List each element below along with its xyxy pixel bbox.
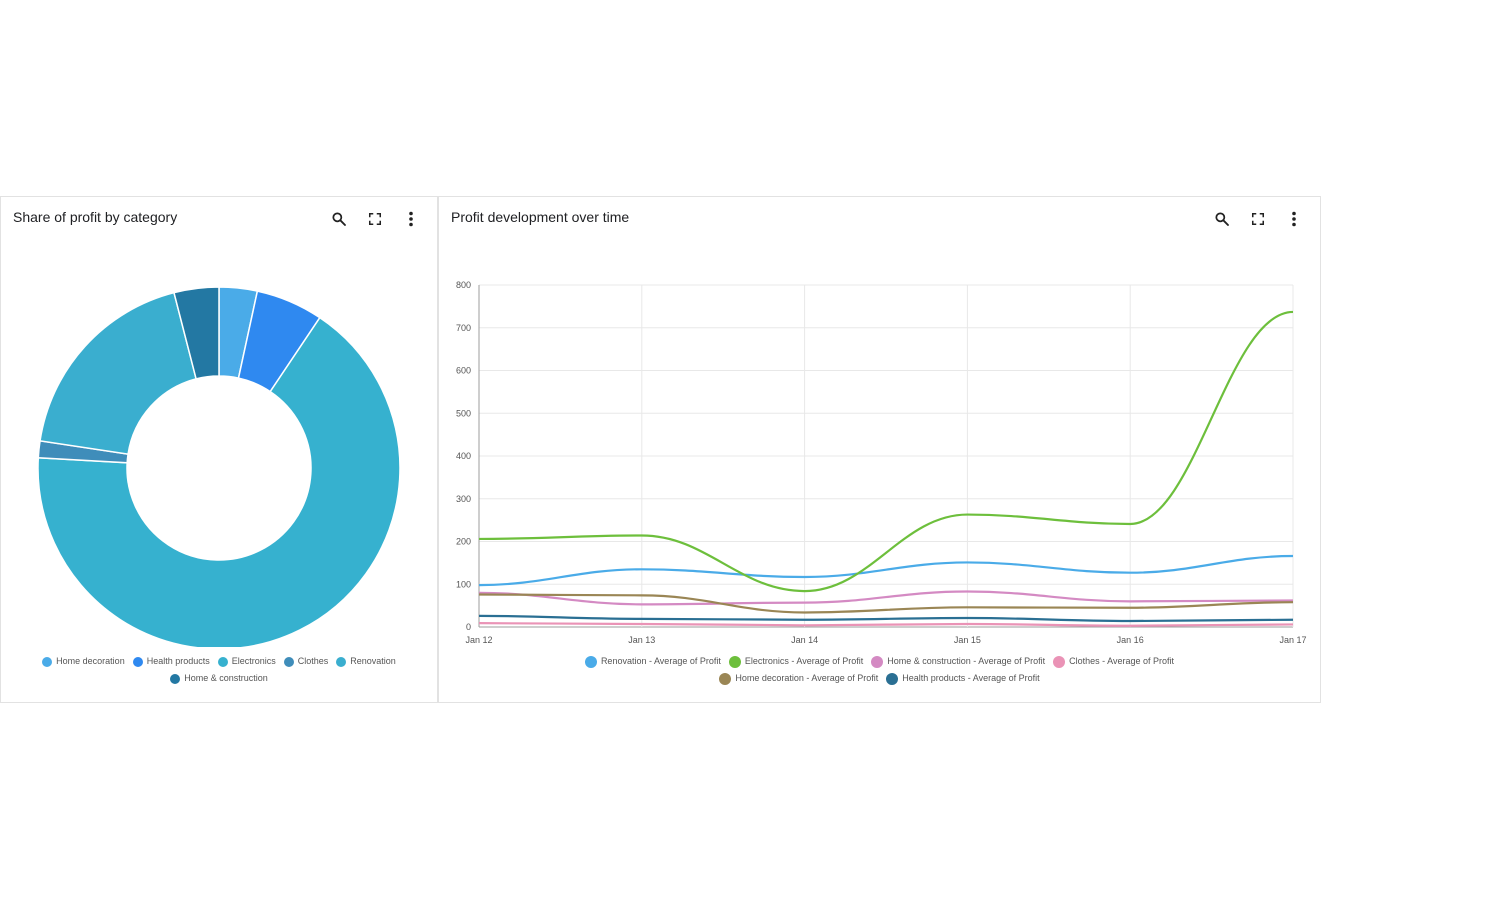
legend-swatch [719,672,732,685]
legend-label: Clothes [297,656,329,666]
more-vert-icon[interactable] [393,209,429,229]
series-line-electronics-average-of-profit[interactable] [478,310,1294,593]
legend-label: Health products - Average of Profit [902,673,1040,683]
legend-label: Home decoration - Average of Profit [735,673,879,683]
line-legend: Renovation - Average of Profit Electronic… [439,653,1320,687]
legend-swatch [132,656,143,667]
pie-panel-toolbar [321,209,429,229]
legend-label: Renovation [350,656,396,666]
legend-swatch [42,656,53,667]
y-tick-label: 400 [456,451,471,461]
legend-label: Electronics [231,656,276,666]
line-chart-title: Profit development over time [451,209,630,225]
legend-item-electronics-average-of-profit[interactable]: Electronics - Average of Profit [728,653,864,670]
legend-label: Renovation - Average of Profit [600,656,721,666]
legend-swatch [886,672,899,685]
legend-swatch [336,656,347,667]
legend-label: Health products [146,656,210,666]
legend-swatch [728,655,741,668]
y-tick-label: 600 [456,366,471,376]
fullscreen-icon[interactable] [357,209,393,229]
fullscreen-icon[interactable] [1240,209,1276,229]
legend-item-home-decoration[interactable]: Home decoration [42,653,125,670]
series-line-home-decoration-average-of-profit[interactable] [478,593,1294,614]
donut-chart [37,286,401,647]
legend-item-electronics[interactable]: Electronics [217,653,276,670]
x-tick-label: Jan 15 [954,635,981,645]
legend-label: Electronics - Average of Profit [744,656,864,666]
search-icon[interactable] [1204,209,1240,229]
y-tick-label: 0 [466,622,471,632]
legend-label: Home decoration [56,656,125,666]
legend-item-home-construction[interactable]: Home & construction [170,670,268,687]
y-tick-label: 300 [456,494,471,504]
x-tick-label: Jan 17 [1279,635,1306,645]
legend-item-clothes[interactable]: Clothes [283,653,329,670]
donut-slice-home-construction[interactable] [173,286,220,380]
line-panel-toolbar [1204,209,1312,229]
legend-swatch [217,656,228,667]
x-tick-label: Jan 14 [791,635,818,645]
pie-chart-title: Share of profit by category [13,209,178,225]
legend-swatch [1053,655,1066,668]
series-line-renovation-average-of-profit[interactable] [478,554,1294,587]
series-line-clothes-average-of-profit[interactable] [478,622,1294,627]
legend-swatch [170,673,181,684]
legend-label: Home & construction - Average of Profit [887,656,1046,666]
donut-slice-renovation[interactable] [39,291,198,456]
legend-label: Clothes - Average of Profit [1069,656,1175,666]
legend-swatch [283,656,294,667]
search-icon[interactable] [321,209,357,229]
legend-label: Home & construction [184,673,268,683]
legend-swatch [871,655,884,668]
series-line-home-construction-average-of-profit[interactable] [478,590,1294,606]
pie-chart-panel: Share of profit by category Home decorat… [0,196,438,703]
y-tick-label: 800 [456,280,471,290]
y-tick-label: 100 [456,579,471,589]
legend-item-renovation[interactable]: Renovation [336,653,396,670]
legend-swatch [584,655,597,668]
series-line-health-products-average-of-profit[interactable] [478,614,1294,623]
legend-item-home-construction-average-of-profit[interactable]: Home & construction - Average of Profit [871,653,1045,670]
x-tick-label: Jan 13 [628,635,655,645]
y-tick-label: 500 [456,408,471,418]
x-tick-label: Jan 16 [1117,635,1144,645]
legend-item-health-products[interactable]: Health products [132,653,210,670]
x-tick-label: Jan 12 [465,635,492,645]
y-tick-label: 200 [456,537,471,547]
legend-item-renovation-average-of-profit[interactable]: Renovation - Average of Profit [584,653,721,670]
line-chart: 0 100 200 300 400 500 600 700 800 Jan 12 Jan 13 Jan… [456,280,1307,645]
legend-item-health-products-average-of-profit[interactable]: Health products - Average of Profit [886,670,1040,687]
legend-item-home-decoration-average-of-profit[interactable]: Home decoration - Average of Profit [719,670,878,687]
legend-item-clothes-average-of-profit[interactable]: Clothes - Average of Profit [1053,653,1174,670]
y-tick-label: 700 [456,323,471,333]
more-vert-icon[interactable] [1276,209,1312,229]
line-chart-panel: Profit development over time 0 100 200 300 4… [438,196,1321,703]
pie-legend: Home decoration Health products Electronic… [1,653,437,687]
donut-slice-electronics[interactable] [37,316,401,647]
